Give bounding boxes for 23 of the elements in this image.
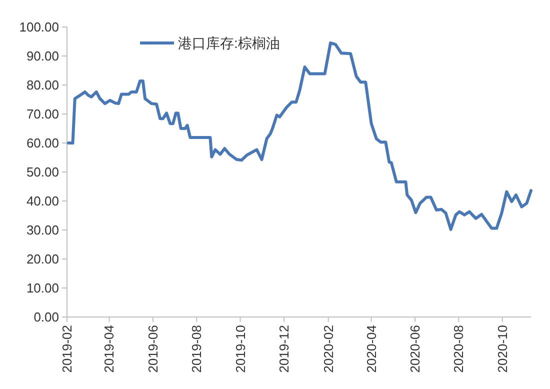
y-tick-label: 90.00 [26,48,59,64]
y-tick-label: 20.00 [26,252,59,266]
y-tick-label: 0.00 [34,310,59,324]
x-tick-label: 2019-04 [102,325,117,373]
legend-label: 港口库存:棕榈油 [178,35,280,51]
x-tick-label: 2019-08 [189,325,204,373]
y-tick-label: 10.00 [26,280,59,296]
x-tick-label: 2020-08 [451,325,466,373]
x-tick-label: 2020-02 [320,325,336,373]
y-tick-label: 80.00 [26,78,59,92]
y-tick-label: 50.00 [26,164,59,180]
x-tick-label: 2020-06 [408,325,422,373]
x-tick-label: 2019-06 [145,325,160,373]
x-tick-label: 2020-04 [364,325,379,373]
x-tick-label: 2019-10 [232,325,248,373]
x-tick-label: 2019-02 [60,325,74,373]
y-tick-label: 100.00 [19,20,59,34]
y-tick-label: 30.00 [26,222,59,238]
y-tick-label: 70.00 [26,106,59,122]
y-tick-label: 40.00 [26,194,59,208]
y-tick-label: 60.00 [26,136,59,150]
x-tick-label: 2019-12 [276,325,292,373]
x-tick-label: 2020-10 [494,325,510,373]
